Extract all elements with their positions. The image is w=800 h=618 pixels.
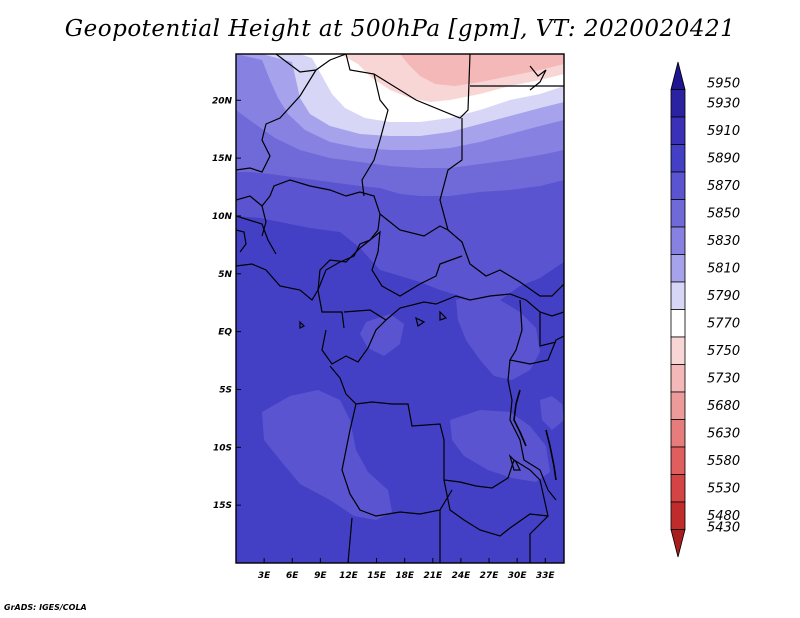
colorbar-swatch [670,364,686,393]
longitude-axis: 3E 6E 9E 12E 15E 18E 21E 24E 27E 30E 33E [258,558,556,581]
border-west-1 [236,215,277,255]
colorbar-swatch [670,226,686,255]
latitude-axis: 20N 15N 10N 5N EQ 5S 10S 15S [212,96,241,511]
colorbar-swatch [670,171,686,200]
colorbar-label: 5680 [707,399,740,414]
border-zimbabwe [513,459,549,563]
lat-tick-label: EQ [218,328,232,338]
colorbar: 5950 5930 5910 5890 5870 5850 5830 5810 5790 5770… [670,61,740,558]
colorbar-label: 5950 [707,77,740,92]
colorbar-swatch [670,144,686,173]
nile-delta [529,65,547,91]
border-west-2 [261,205,267,237]
border-angola-south [341,403,453,517]
colorbar-swatch [670,474,686,503]
lon-tick-label: 21E [423,571,443,581]
border-car [317,230,463,297]
colorbar-swatch [670,281,686,310]
colorbar-label: 5750 [707,344,740,359]
border-angola-drc [329,365,515,489]
border-libya [373,54,471,119]
colorbar-label: 5830 [707,234,740,249]
map-frame [235,53,565,564]
border-kenya [539,312,557,347]
border-uganda [509,299,564,365]
border-cameroon [317,289,345,329]
colorbar-label: 5580 [707,454,740,469]
lake-tanganyika [513,389,527,447]
colorbar-swatch [670,199,686,228]
colorbar-label: 5630 [707,426,740,441]
lake-mweru [508,453,521,471]
lat-tick-label: 5N [218,270,232,280]
lat-tick-label: 10S [213,443,232,453]
country-borders [236,54,564,563]
lon-tick-label: 27E [480,571,500,581]
colorbar-label: 5730 [707,371,740,386]
contour-band-5870-congo [360,314,404,356]
colorbar-label: 5770 [707,316,740,331]
lake-malawi [545,429,557,481]
border-west-3 [236,229,247,253]
software-credit: GrADS: IGES/COLA [4,603,87,612]
border-chad-south [379,213,449,237]
contour-band-5870-central [456,292,540,380]
border-namibia [347,517,353,563]
lat-tick-label: 15N [212,154,233,164]
lat-tick-label: 10N [212,212,233,222]
lon-tick-label: 18E [395,571,415,581]
contour-band-5730 [400,54,564,86]
colorbar-label: 5810 [707,261,740,276]
island-1 [299,320,306,329]
map-title: Geopotential Height at 500hPa [gpm], VT:… [64,16,736,42]
lat-tick-label: 15S [213,501,232,511]
colorbar-label: 5910 [707,124,740,139]
border-drc-north [343,293,564,321]
colorbar-swatch [670,446,686,475]
colorbar-label: 5430 [707,521,740,536]
colorbar-swatch [670,419,686,448]
colorbar-swatch [670,254,686,283]
colorbar-label: 5530 [707,481,740,496]
colorbar-label: 5850 [707,206,740,221]
colorbar-label: 5930 [707,96,740,111]
border-chad-sudan [439,118,564,297]
lon-tick-label: 33E [536,571,556,581]
colorbar-label: 5480 [707,509,740,524]
contour-band-5870-lake [540,396,564,430]
contour-band-5870-east [450,410,550,482]
border-north-2 [236,69,317,173]
colorbar-swatch [670,61,686,90]
colorbar-swatch [670,391,686,420]
lon-tick-label: 6E [286,571,299,581]
border-zambia [443,479,549,537]
contour-band-5870-south [262,390,392,520]
lon-tick-label: 12E [339,571,359,581]
lon-tick-label: 15E [367,571,387,581]
lat-tick-label: 5S [219,385,232,395]
colorbar-label: 5890 [707,151,740,166]
lake-outline-2 [415,316,426,327]
lon-tick-label: 3E [258,571,271,581]
colorbar-swatch [670,89,686,118]
colorbar-swatch [670,309,686,338]
colorbar-label: 5790 [707,289,740,304]
lon-tick-label: 24E [452,571,472,581]
colorbar-label: 5870 [707,179,740,194]
lon-tick-label: 30E [508,571,528,581]
lake-outline-1 [439,310,448,321]
lon-tick-label: 9E [314,571,327,581]
colorbar-swatch [670,529,686,558]
colorbar-swatch [670,336,686,365]
border-tanzania [507,359,557,501]
border-north-3 [345,54,389,197]
colorbar-swatch [670,501,686,530]
border-gabon-congo [321,319,387,365]
lat-tick-label: 20N [212,96,233,106]
west-africa-coast [236,179,381,301]
colorbar-swatch [670,116,686,145]
